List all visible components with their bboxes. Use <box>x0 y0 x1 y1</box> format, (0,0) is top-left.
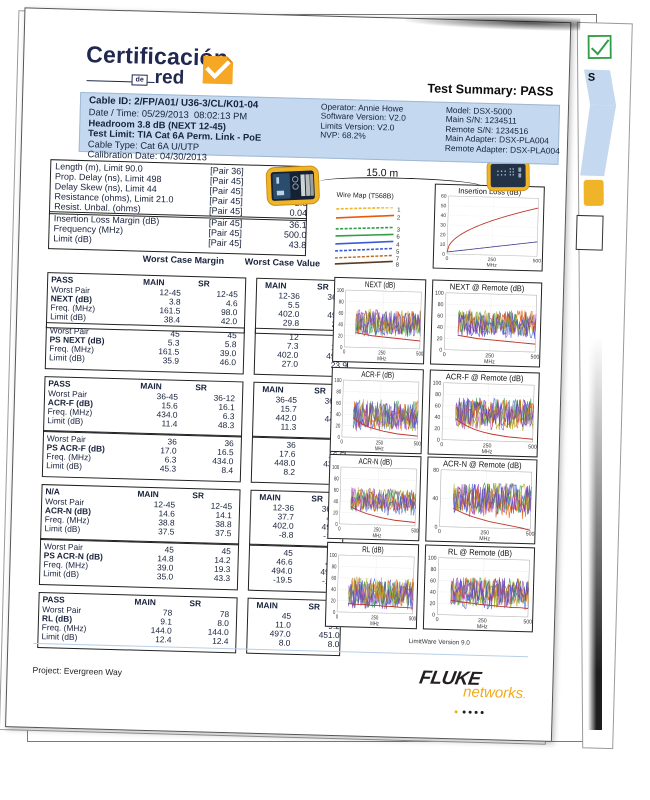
svg-text:20: 20 <box>429 601 435 607</box>
svg-text:500: 500 <box>528 444 537 451</box>
svg-text:500: 500 <box>523 619 532 626</box>
svg-text:500: 500 <box>414 441 422 448</box>
svg-text:40: 40 <box>432 496 438 502</box>
svg-text:100: 100 <box>332 464 340 471</box>
svg-text:0: 0 <box>343 349 346 356</box>
svg-text:100: 100 <box>330 552 338 559</box>
svg-text:ACR-N (dB): ACR-N (dB) <box>358 456 392 467</box>
svg-text:MHz: MHz <box>484 359 495 366</box>
svg-text:ACR-F (dB): ACR-F (dB) <box>361 369 394 380</box>
svg-text:50: 50 <box>441 203 447 209</box>
svg-text:0: 0 <box>336 614 339 621</box>
svg-text:60: 60 <box>334 487 339 494</box>
svg-text:0: 0 <box>338 526 341 533</box>
svg-text:60: 60 <box>336 400 341 407</box>
svg-text:100: 100 <box>334 377 342 384</box>
svg-text:60: 60 <box>435 403 441 409</box>
svg-text:20: 20 <box>434 426 440 432</box>
svg-text:20: 20 <box>333 510 338 517</box>
svg-text:MHz: MHz <box>477 624 488 631</box>
svg-text:40: 40 <box>338 322 343 329</box>
svg-text:20: 20 <box>437 336 443 342</box>
svg-text:MHz: MHz <box>372 533 381 540</box>
svg-text:40: 40 <box>333 499 338 506</box>
svg-text:20: 20 <box>331 598 336 605</box>
svg-text:4: 4 <box>396 243 400 249</box>
svg-text:100: 100 <box>433 380 442 387</box>
svg-text:NEXT @ Remote (dB): NEXT @ Remote (dB) <box>450 282 525 293</box>
svg-text:500: 500 <box>409 616 417 623</box>
svg-text:0: 0 <box>436 617 439 623</box>
svg-text:0: 0 <box>445 256 448 262</box>
svg-text:6: 6 <box>396 235 400 241</box>
svg-text:MHz: MHz <box>375 446 384 453</box>
svg-text:8: 8 <box>396 263 400 268</box>
svg-text:30: 30 <box>440 223 446 229</box>
svg-text:0: 0 <box>438 529 441 535</box>
svg-text:80: 80 <box>438 302 444 308</box>
svg-text:RL @ Remote (dB): RL @ Remote (dB) <box>448 547 513 558</box>
svg-text:80: 80 <box>334 476 339 483</box>
svg-text:NEXT (dB): NEXT (dB) <box>365 279 396 290</box>
svg-text:40: 40 <box>331 587 336 594</box>
svg-text:100: 100 <box>435 290 444 297</box>
svg-text:RL (dB): RL (dB) <box>362 544 384 555</box>
svg-text:500: 500 <box>526 531 535 538</box>
svg-text:60: 60 <box>331 575 336 582</box>
svg-text:500: 500 <box>416 351 424 358</box>
svg-text:0: 0 <box>440 442 443 448</box>
svg-text:60: 60 <box>338 310 343 317</box>
svg-text:500: 500 <box>411 528 419 535</box>
svg-text:2: 2 <box>397 216 401 222</box>
svg-text:MHz: MHz <box>370 621 379 628</box>
svg-text:20: 20 <box>338 333 343 340</box>
svg-text:0: 0 <box>340 439 343 446</box>
svg-text:60: 60 <box>437 313 443 319</box>
svg-text:60: 60 <box>430 578 436 584</box>
svg-text:0: 0 <box>443 352 446 358</box>
svg-text:1: 1 <box>397 208 401 214</box>
svg-text:20: 20 <box>335 423 340 430</box>
svg-text:40: 40 <box>430 590 436 596</box>
svg-text:5: 5 <box>396 250 400 256</box>
svg-text:80: 80 <box>435 392 441 398</box>
svg-text:80: 80 <box>430 567 436 573</box>
svg-text:40: 40 <box>440 213 446 219</box>
svg-text:40: 40 <box>435 415 441 421</box>
svg-text:80: 80 <box>332 564 337 571</box>
svg-text:ACR-N @ Remote (dB): ACR-N @ Remote (dB) <box>443 459 522 471</box>
svg-text:500: 500 <box>533 258 542 264</box>
svg-text:60: 60 <box>441 194 447 200</box>
svg-text:40: 40 <box>437 325 443 331</box>
svg-text:3: 3 <box>397 228 401 234</box>
svg-text:80: 80 <box>339 299 344 306</box>
svg-text:80: 80 <box>433 467 439 473</box>
svg-text:100: 100 <box>428 555 437 562</box>
svg-text:ACR-F @ Remote (dB): ACR-F @ Remote (dB) <box>446 372 524 384</box>
svg-text:MHz: MHz <box>479 536 490 543</box>
svg-text:10: 10 <box>440 242 446 248</box>
svg-text:0: 0 <box>439 347 442 353</box>
svg-text:20: 20 <box>440 232 446 238</box>
svg-text:40: 40 <box>336 412 341 419</box>
svg-text:MHz: MHz <box>482 449 493 456</box>
svg-text:MHz: MHz <box>486 262 497 268</box>
svg-text:500: 500 <box>531 354 540 361</box>
svg-text:100: 100 <box>337 287 345 294</box>
svg-text:80: 80 <box>336 389 341 396</box>
svg-text:MHz: MHz <box>377 356 386 363</box>
